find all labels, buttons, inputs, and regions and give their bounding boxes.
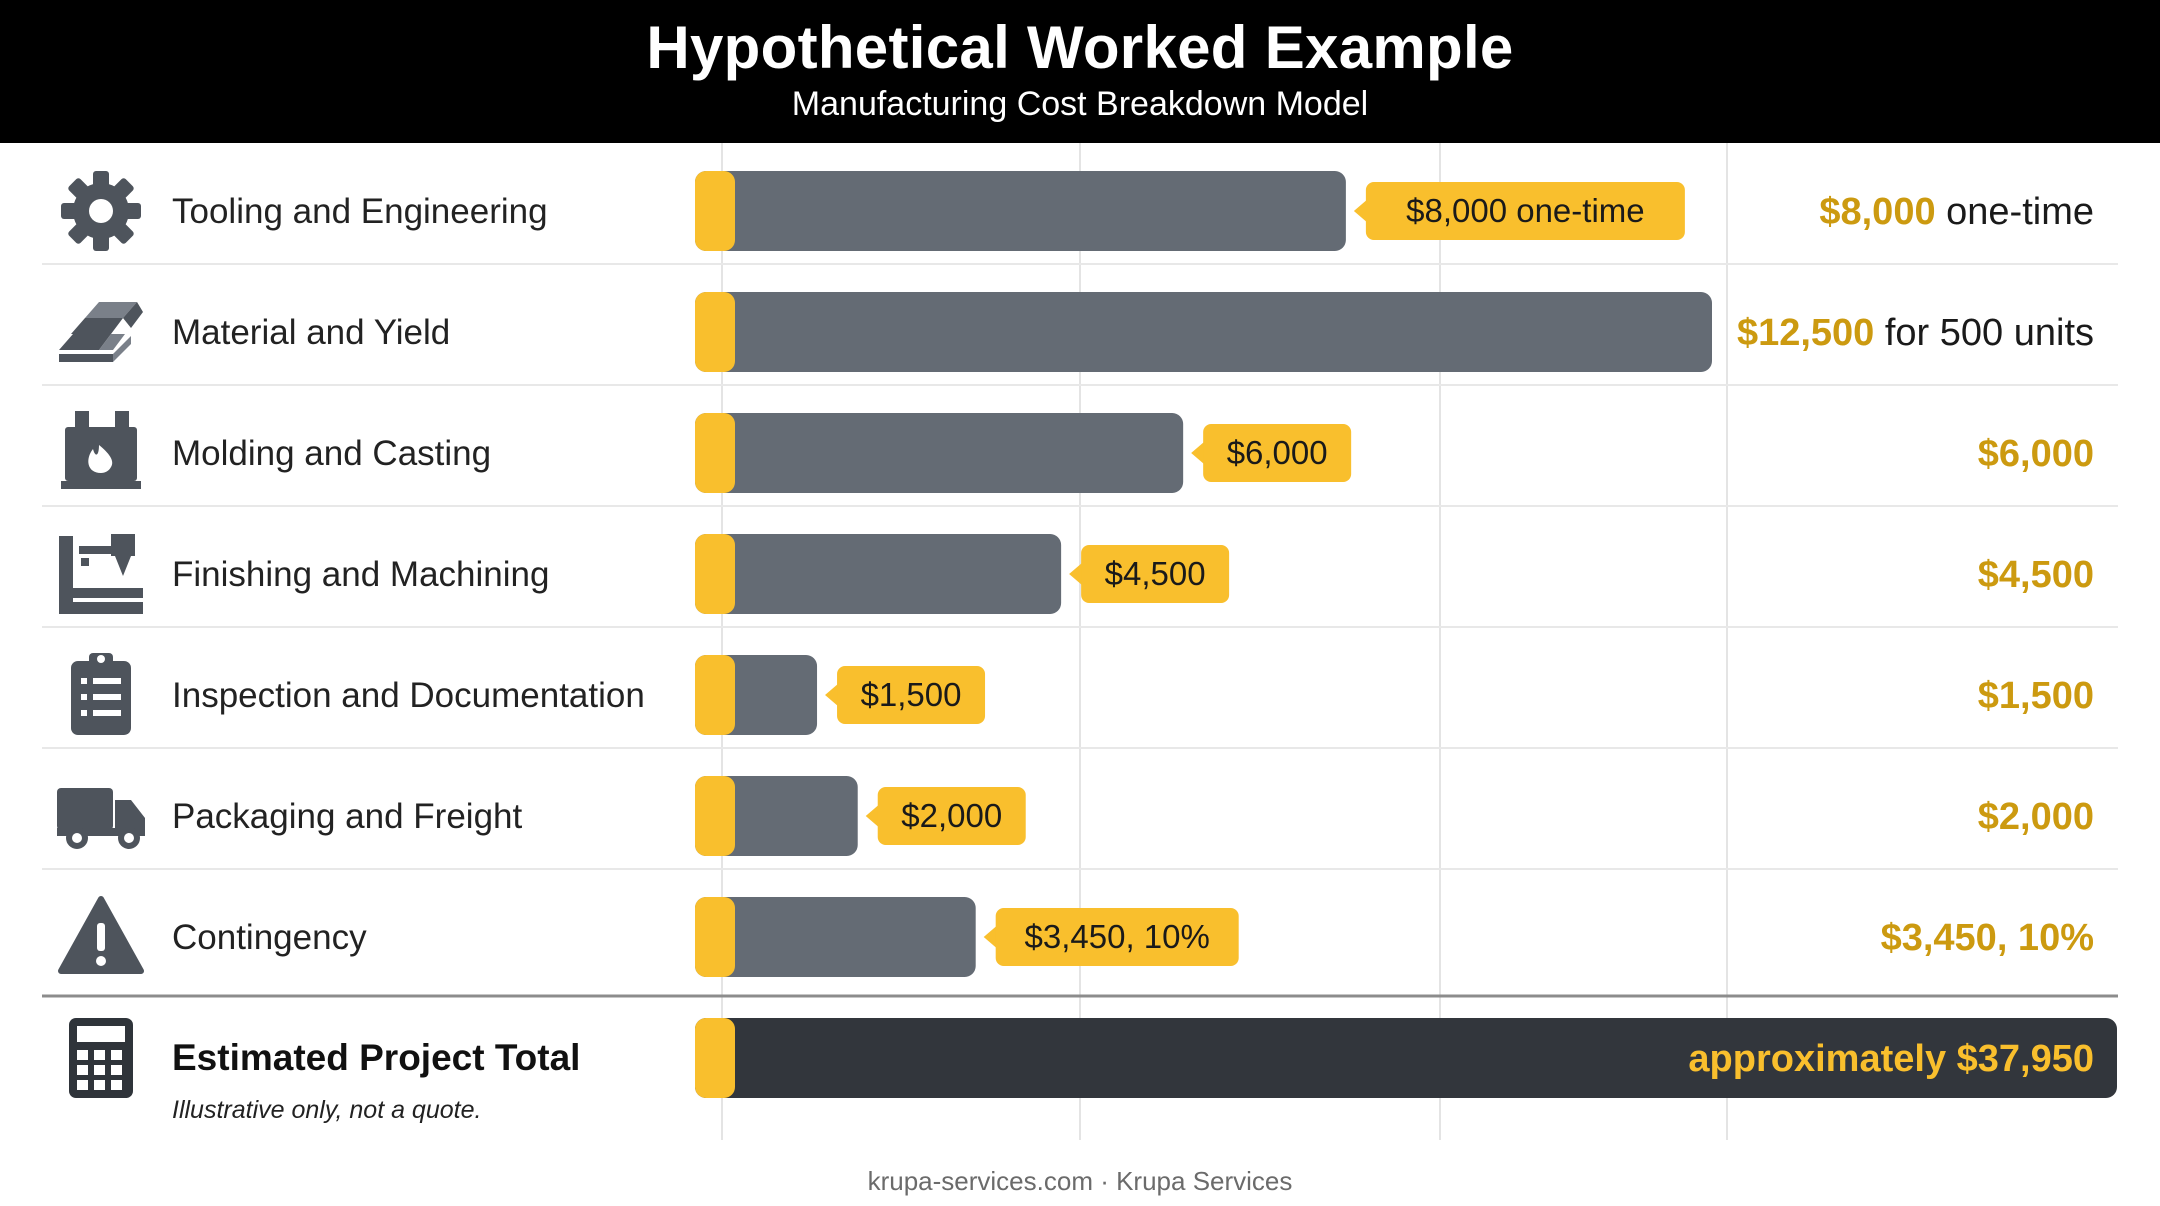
gear-icon [61, 171, 141, 251]
clipboard-icon [71, 653, 131, 735]
truck-icon [57, 788, 145, 849]
right-value-note: one-time [1936, 191, 2094, 233]
bar-row: Material and Yield $12,500 for 500 units [172, 292, 2094, 372]
ingots-icon [59, 302, 143, 362]
bar-accent [695, 413, 735, 493]
bar-row: Packaging and Freight $2,000 $2,000 [172, 776, 2094, 856]
furnace-icon [61, 411, 141, 489]
right-value: $2,000 [1978, 796, 2094, 838]
right-value-amount: $1,500 [1978, 675, 2094, 717]
bar-accent [695, 171, 735, 251]
header: Hypothetical Worked Example Manufacturin… [0, 0, 2160, 143]
page-subtitle: Manufacturing Cost Breakdown Model [791, 85, 1369, 123]
bar [695, 534, 1062, 614]
right-value: $4,500 [1978, 554, 2094, 596]
total-bar [695, 1018, 2117, 1098]
bar-accent [695, 292, 735, 372]
label-pointer [865, 804, 880, 828]
right-value-amount: $2,000 [1978, 796, 2094, 838]
label-pointer [825, 683, 840, 707]
calculator-icon [69, 1018, 133, 1098]
label-pointer [1069, 562, 1084, 586]
bar [695, 413, 1184, 493]
bar-row: Finishing and Machining $4,500 $4,500 [172, 534, 2094, 614]
bar-label: $4,500 [1105, 555, 1206, 592]
bar-accent [695, 897, 735, 977]
cost-breakdown-chart: Tooling and Engineering $8,000 one-time $8… [42, 143, 2118, 1140]
bar-label: $1,500 [861, 676, 962, 713]
category-label: Tooling and Engineering [172, 192, 548, 231]
bar-row: Molding and Casting $6,000 $6,000 [172, 413, 2094, 493]
bar-label-bg [877, 787, 1026, 845]
total-row: Estimated Project Total Illustrative only… [172, 1018, 2117, 1124]
total-bar-accent [695, 1018, 735, 1098]
machining-icon [59, 534, 143, 614]
bar-label: $3,450, 10% [1025, 918, 1210, 955]
bar [695, 897, 976, 977]
bar [695, 171, 1346, 251]
right-value-amount: $8,000 [1819, 191, 1935, 233]
total-label: Estimated Project Total [172, 1037, 580, 1078]
category-label: Packaging and Freight [172, 797, 522, 836]
total-note: Illustrative only, not a quote. [172, 1096, 481, 1124]
right-value: $1,500 [1978, 675, 2094, 717]
bar-label: $2,000 [901, 797, 1002, 834]
bar-label-bg [1203, 424, 1352, 482]
label-pointer [1353, 199, 1368, 223]
bar-label: $6,000 [1227, 434, 1328, 471]
bar-row: Contingency $3,450, 10% $3,450, 10% [172, 897, 2094, 977]
bar-label-bg [995, 908, 1239, 966]
bar-label-bg [1081, 545, 1230, 603]
bar [695, 292, 1712, 372]
bar-label-bg [1365, 182, 1685, 240]
right-value: $12,500 for 500 units [1737, 312, 2094, 354]
label-pointer [1191, 441, 1206, 465]
bar-label-bg [837, 666, 986, 724]
bar-row: Tooling and Engineering $8,000 one-time $8… [172, 171, 2094, 251]
bar-accent [695, 534, 735, 614]
bar-row: Inspection and Documentation $1,500 $1,500 [172, 655, 2094, 735]
footer: krupa-services.com · Krupa Services [867, 1166, 1293, 1196]
label-pointer [983, 925, 998, 949]
category-label: Inspection and Documentation [172, 676, 645, 715]
right-value-amount: $12,500 [1737, 312, 1874, 354]
right-value: $8,000 one-time [1819, 191, 2094, 233]
right-value-amount: $4,500 [1978, 554, 2094, 596]
bar-label: $8,000 one-time [1406, 192, 1645, 229]
category-label: Finishing and Machining [172, 555, 549, 594]
page-title: Hypothetical Worked Example [646, 14, 1514, 81]
right-value-amount: $3,450, 10% [1881, 917, 2094, 959]
right-value: $3,450, 10% [1881, 917, 2094, 959]
bar [695, 776, 858, 856]
category-label: Material and Yield [172, 313, 450, 352]
right-value-note: for 500 units [1874, 312, 2094, 354]
right-value-amount: $6,000 [1978, 433, 2094, 475]
total-value: approximately $37,950 [1688, 1038, 2094, 1080]
warning-icon [58, 896, 144, 974]
bar-accent [695, 776, 735, 856]
category-label: Molding and Casting [172, 434, 491, 473]
right-value: $6,000 [1978, 433, 2094, 475]
bar-accent [695, 655, 735, 735]
category-label: Contingency [172, 918, 367, 957]
